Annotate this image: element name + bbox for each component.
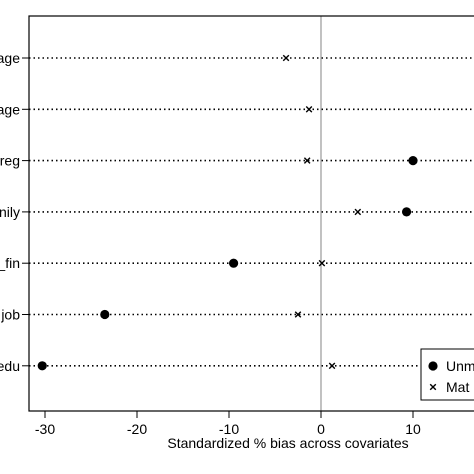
legend-matched-label: Mat	[446, 379, 469, 395]
category-label: nily	[0, 204, 20, 220]
x-axis: -30 -20 -10 0 10	[35, 411, 421, 437]
category-label: age	[0, 101, 20, 117]
plot-frame	[28, 15, 474, 412]
legend: Unm Mat	[420, 348, 474, 401]
category-label: job	[0, 307, 20, 323]
x-tick-label: -10	[219, 421, 239, 437]
data-markers	[37, 54, 418, 371]
legend-matched-marker	[429, 383, 437, 391]
matched-point	[305, 106, 313, 113]
x-tick-label: 0	[317, 421, 325, 437]
legend-unmatched-label: Unm	[446, 358, 474, 374]
category-label: edu	[0, 358, 20, 374]
matched-point	[303, 157, 311, 164]
matched-point	[318, 259, 326, 267]
x-tick-label: -30	[35, 421, 55, 437]
category-label: _fin	[0, 255, 20, 271]
legend-box	[420, 348, 474, 401]
category-label: age	[0, 50, 20, 66]
x-axis-title: Standardized % bias across covariates	[167, 435, 408, 451]
unmatched-point	[408, 156, 418, 166]
x-tick-label: -20	[127, 421, 147, 437]
unmatched-point	[37, 361, 47, 371]
matched-point	[354, 208, 362, 216]
x-tick-label: 10	[405, 421, 421, 437]
unmatched-point	[100, 309, 110, 320]
legend-unmatched-marker	[428, 361, 438, 371]
category-label: reg	[0, 153, 20, 169]
unmatched-point	[401, 207, 412, 217]
unmatched-point	[229, 258, 239, 268]
matched-point	[282, 54, 290, 62]
matched-point	[294, 311, 302, 318]
matched-point	[328, 362, 336, 370]
